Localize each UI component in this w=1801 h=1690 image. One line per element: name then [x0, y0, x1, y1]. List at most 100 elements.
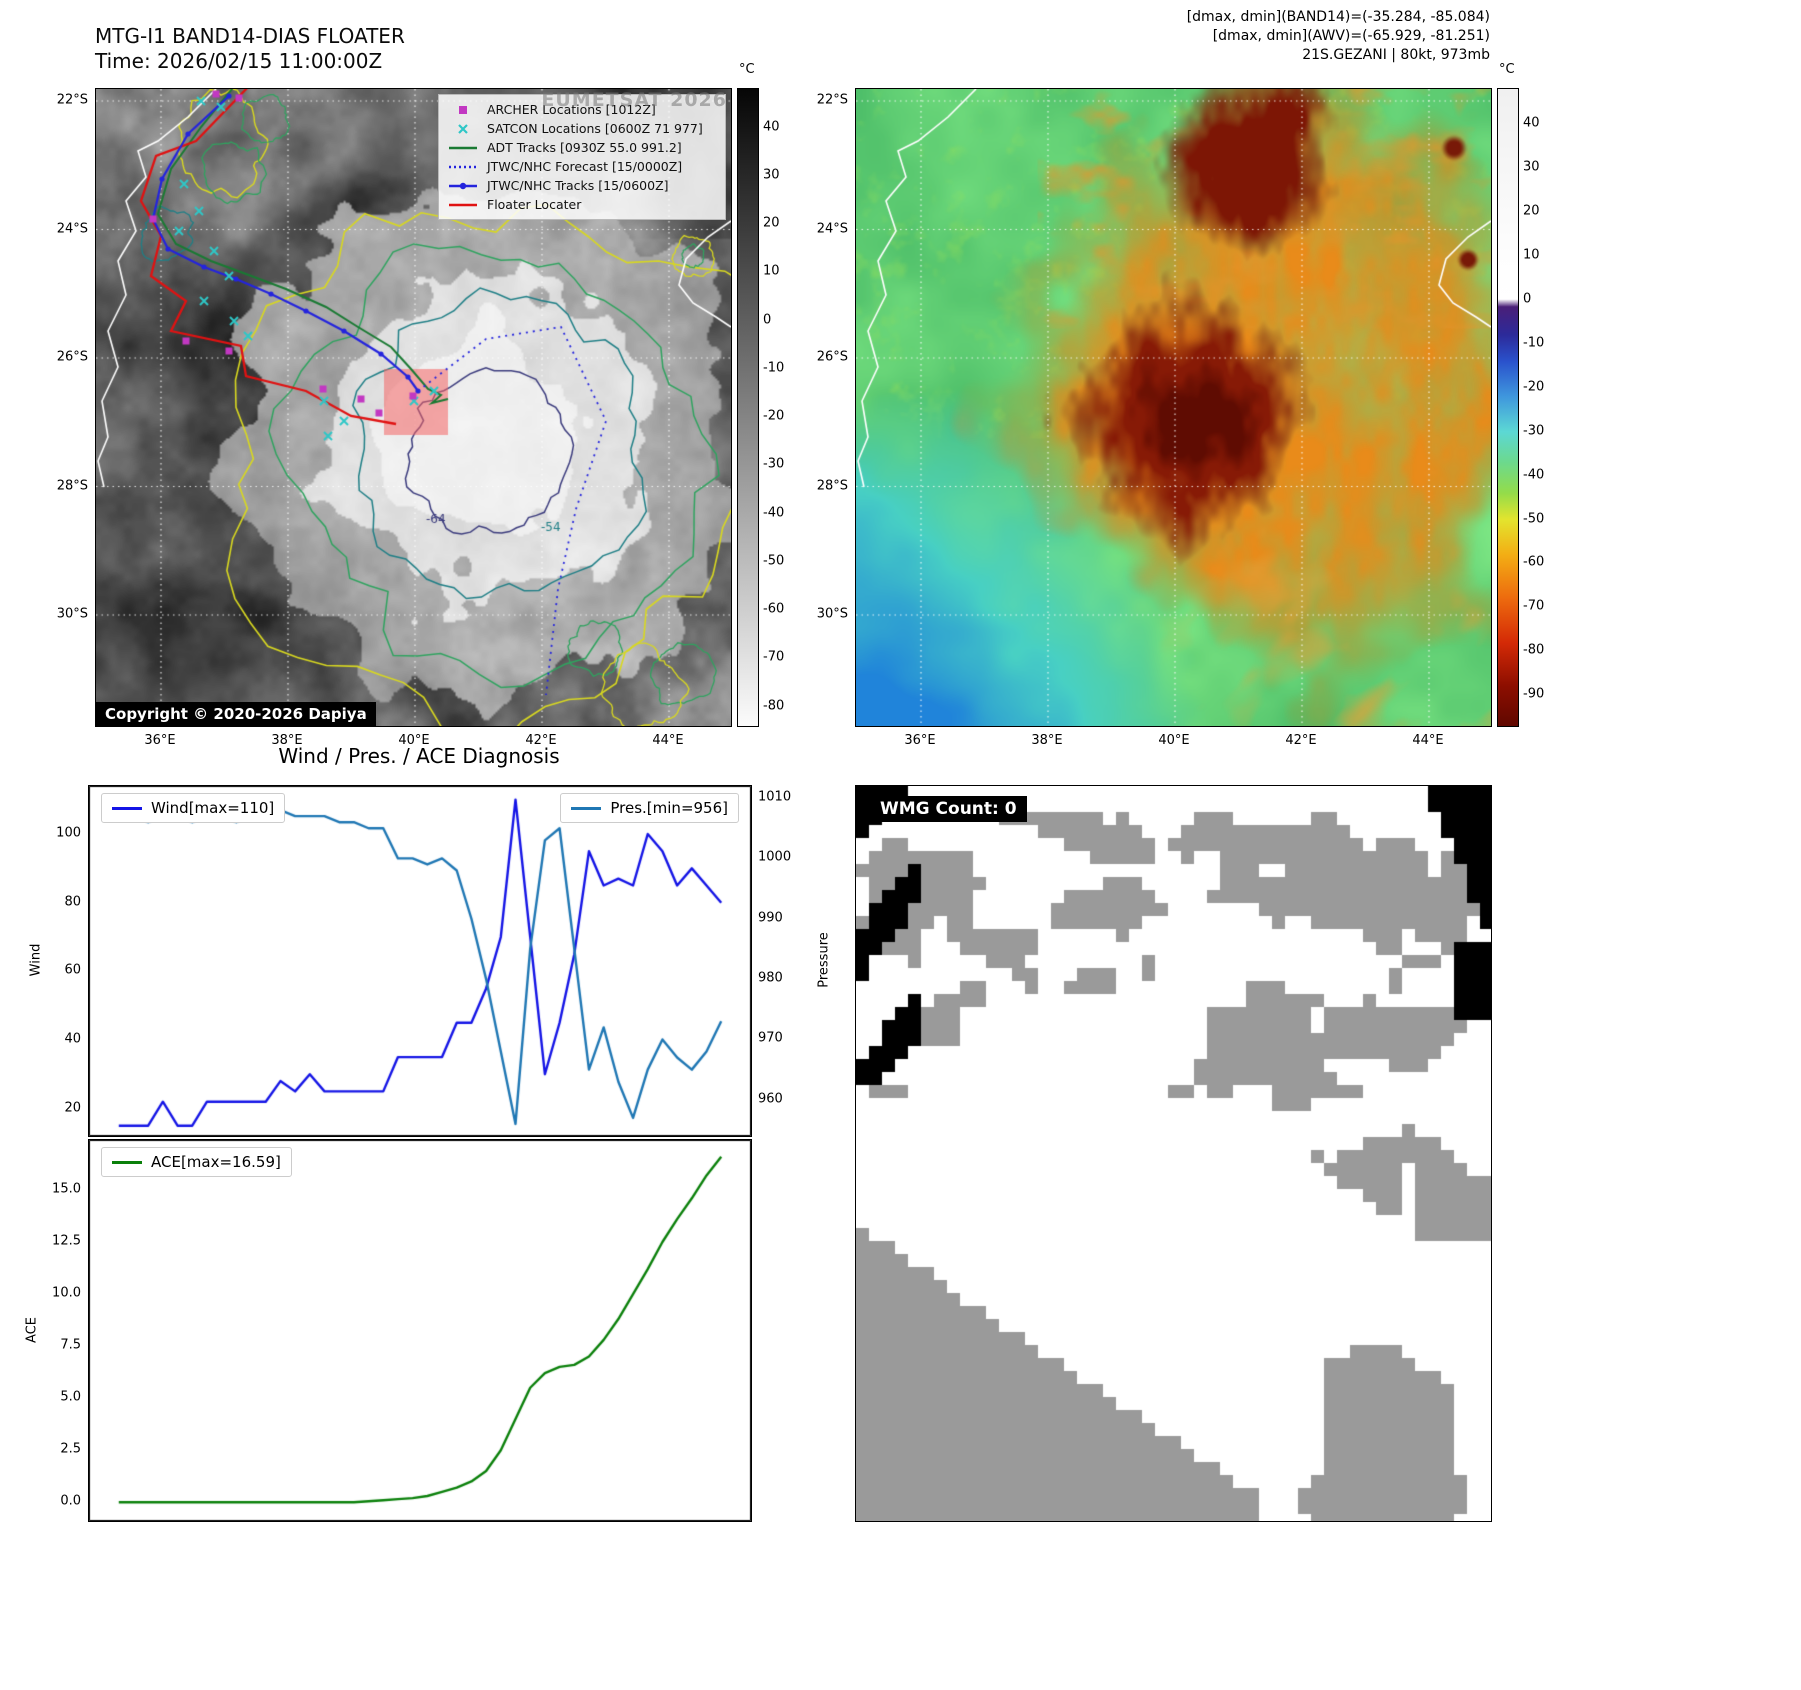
ace-plot [89, 1140, 751, 1521]
legend-label: Wind[max=110] [151, 799, 275, 817]
wind-ytick-label: 20 [64, 1100, 81, 1116]
band14-colorbar-tick: -70 [763, 649, 785, 665]
wind-pressure-chart: Wind[max=110] Pres.[min=956] [88, 785, 752, 1137]
awv-xtick-label: 36°E [904, 733, 936, 748]
line-marker-icon [447, 142, 479, 154]
ace-ytick-label: 0.0 [60, 1493, 81, 1509]
awv-colorbar [1497, 88, 1519, 727]
awv-colorbar-tick: 30 [1523, 159, 1540, 175]
storm-id-label: 21S.GEZANI | 80kt, 973mb [1302, 47, 1490, 63]
band14-colorbar-tick: 20 [763, 215, 780, 231]
awv-xtick-label: 44°E [1412, 733, 1444, 748]
legend-label: JTWC/NHC Tracks [15/0600Z] [487, 178, 669, 193]
awv-colorbar-unit: °C [1499, 62, 1515, 77]
awv-colorbar-tick: -10 [1523, 335, 1545, 351]
awv-colorbar-tick: -20 [1523, 379, 1545, 395]
band14-xtick-label: 44°E [652, 733, 684, 748]
band14-ytick-label: 24°S [56, 221, 88, 236]
legend-label: ARCHER Locations [1012Z] [487, 102, 656, 117]
band14-xtick-label: 38°E [271, 733, 303, 748]
band14-colorbar-tick: -30 [763, 456, 785, 472]
dotted-marker-icon [447, 161, 479, 173]
legend-line-swatch [571, 806, 602, 810]
wind-axis-label: Wind [28, 943, 44, 977]
awv-colorbar-tick: 20 [1523, 203, 1540, 219]
band14-xtick-label: 42°E [525, 733, 557, 748]
awv-ytick-label: 28°S [816, 478, 848, 493]
band14-xtick-label: 40°E [398, 733, 430, 748]
band14-ytick-label: 30°S [56, 606, 88, 622]
awv-ytick-label: 24°S [816, 221, 848, 236]
awv-header: [dmax, dmin](BAND14)=(-35.284, -85.084) … [1187, 8, 1490, 65]
square-marker-icon [447, 104, 479, 116]
wmg-count-label: WMG Count: 0 [870, 796, 1027, 822]
band14-ytick-label: 22°S [56, 92, 88, 108]
band14-map: ARCHER Locations [1012Z] SATCON Locations… [95, 88, 732, 727]
band14-colorbar-tick: -50 [763, 553, 785, 569]
wmg-mask-image [856, 786, 1491, 1521]
watermark-label: EUMETSAT 2026 [541, 89, 727, 111]
awv-xtick-label: 40°E [1158, 733, 1190, 748]
wind-legend: Wind[max=110] [101, 793, 286, 823]
copyright-label: Copyright © 2020-2026 Dapiya [96, 702, 376, 726]
awv-colorbar-tick: -40 [1523, 467, 1545, 483]
band14-colorbar-tick: -60 [763, 601, 785, 617]
awv-xtick-label: 42°E [1285, 733, 1317, 748]
legend-label: SATCON Locations [0600Z 71 977] [487, 121, 703, 136]
awv-colorbar-tick: 10 [1523, 247, 1540, 263]
band14-colorbar-tick: 40 [763, 119, 780, 135]
wind-ytick-label: 60 [64, 962, 81, 978]
legend-item: SATCON Locations [0600Z 71 977] [447, 119, 717, 138]
awv-colorbar-tick: 0 [1523, 291, 1532, 307]
band14-colorbar [737, 88, 759, 727]
pressure-axis-label: Pressure [816, 932, 832, 988]
legend-item: ARCHER Locations [1012Z] [447, 100, 717, 119]
band14-colorbar-tick: 30 [763, 167, 780, 183]
awv-colorbar-tick: -30 [1523, 423, 1545, 439]
legend-line-swatch [112, 806, 142, 810]
legend-item: JTWC/NHC Forecast [15/0000Z] [447, 157, 717, 176]
band14-title: MTG-I1 BAND14-DIAS FLOATER [95, 24, 405, 48]
wmg-map: WMG Count: 0 [855, 785, 1492, 1522]
ace-ytick-label: 12.5 [52, 1233, 81, 1249]
pressure-ytick-label: 970 [758, 1030, 783, 1046]
awv-colorbar-tick: -50 [1523, 511, 1545, 527]
ace-ytick-label: 10.0 [52, 1285, 81, 1301]
band14-colorbar-tick: -10 [763, 360, 785, 376]
wind-ytick-label: 100 [56, 825, 81, 841]
legend-label: JTWC/NHC Forecast [15/0000Z] [487, 159, 683, 174]
legend-item: JTWC/NHC Tracks [15/0600Z] [447, 176, 717, 195]
band14-ytick-label: 26°S [56, 349, 88, 365]
awv-colorbar-tick: -70 [1523, 598, 1545, 614]
awv-satellite-image [856, 89, 1491, 726]
legend-label: ADT Tracks [0930Z 55.0 991.2] [487, 140, 682, 155]
band14-colorbar-tick: 10 [763, 263, 780, 279]
awv-colorbar-tick: -90 [1523, 686, 1545, 702]
legend-label: ACE[max=16.59] [151, 1153, 281, 1171]
pressure-ytick-label: 1010 [758, 789, 792, 805]
pressure-ytick-label: 1000 [758, 849, 792, 865]
diagnosis-title: Wind / Pres. / ACE Diagnosis [278, 744, 560, 768]
legend-label: Pres.[min=956] [610, 799, 728, 817]
awv-colorbar-tick: -80 [1523, 642, 1545, 658]
pressure-ytick-label: 960 [758, 1091, 783, 1107]
dmax-dmin-awv-label: [dmax, dmin](AWV)=(-65.929, -81.251) [1212, 28, 1490, 44]
awv-ytick-label: 30°S [816, 606, 848, 622]
x-marker-icon [447, 123, 479, 135]
wind-pressure-plot [89, 786, 751, 1136]
pressure-legend: Pres.[min=956] [560, 793, 739, 823]
band14-colorbar-tick: -80 [763, 698, 785, 714]
awv-colorbar-tick: -60 [1523, 554, 1545, 570]
pressure-ytick-label: 980 [758, 970, 783, 986]
band14-time-label: Time: 2026/02/15 11:00:00Z [95, 49, 383, 73]
awv-colorbar-tick: 40 [1523, 115, 1540, 131]
band14-colorbar-tick: -20 [763, 408, 785, 424]
awv-ytick-label: 26°S [816, 349, 848, 365]
awv-xtick-label: 38°E [1031, 733, 1063, 748]
wind-ytick-label: 80 [64, 894, 81, 910]
legend-item: ADT Tracks [0930Z 55.0 991.2] [447, 138, 717, 157]
ace-axis-label: ACE [24, 1316, 40, 1343]
awv-map [855, 88, 1492, 727]
band14-xtick-label: 36°E [144, 733, 176, 748]
